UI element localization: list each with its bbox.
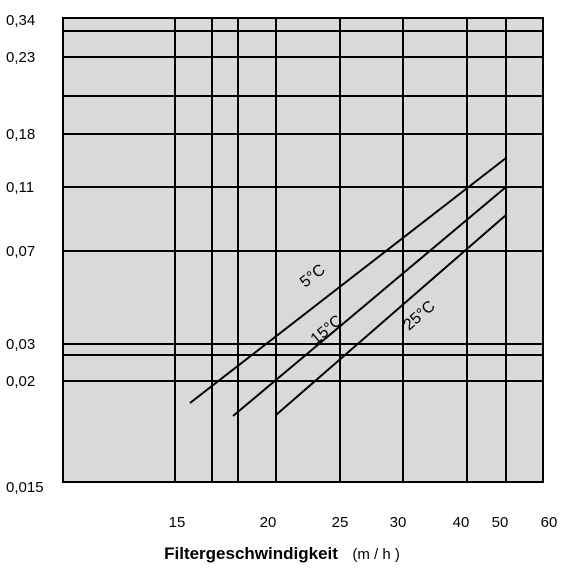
y-tick-label: 0,23 [6, 49, 35, 66]
curve-line [189, 157, 507, 404]
y-tick-label: 0,34 [6, 12, 35, 29]
y-tick-label: 0,07 [6, 243, 35, 260]
y-tick-labels: 0,34 0,23 0,18 0,11 0,07 0,03 0,02 0,015 [6, 12, 44, 496]
x-tick-label: 25 [332, 514, 349, 531]
x-tick-label: 20 [260, 514, 277, 531]
x-tick-label: 15 [169, 514, 186, 531]
curve-line [275, 214, 507, 416]
x-axis-label: Filtergeschwindigkeit (m / h ) [0, 544, 564, 564]
x-tick-label: 60 [541, 514, 558, 531]
curve-line [232, 186, 507, 417]
y-tick-label: 0,03 [6, 336, 35, 353]
x-tick-label: 50 [492, 514, 509, 531]
x-tick-labels: 15 20 25 30 40 50 60 [169, 514, 558, 531]
x-tick-label: 30 [390, 514, 407, 531]
y-tick-label: 0,18 [6, 126, 35, 143]
horizontal-gridlines [63, 30, 543, 382]
x-axis-title: Filtergeschwindigkeit [164, 544, 338, 563]
vertical-gridlines [174, 18, 507, 482]
x-tick-label: 40 [453, 514, 470, 531]
y-tick-label: 0,015 [6, 479, 44, 496]
x-axis-unit: (m / h ) [352, 546, 400, 563]
y-tick-label: 0,11 [6, 179, 34, 196]
y-tick-label: 0,02 [6, 373, 35, 390]
